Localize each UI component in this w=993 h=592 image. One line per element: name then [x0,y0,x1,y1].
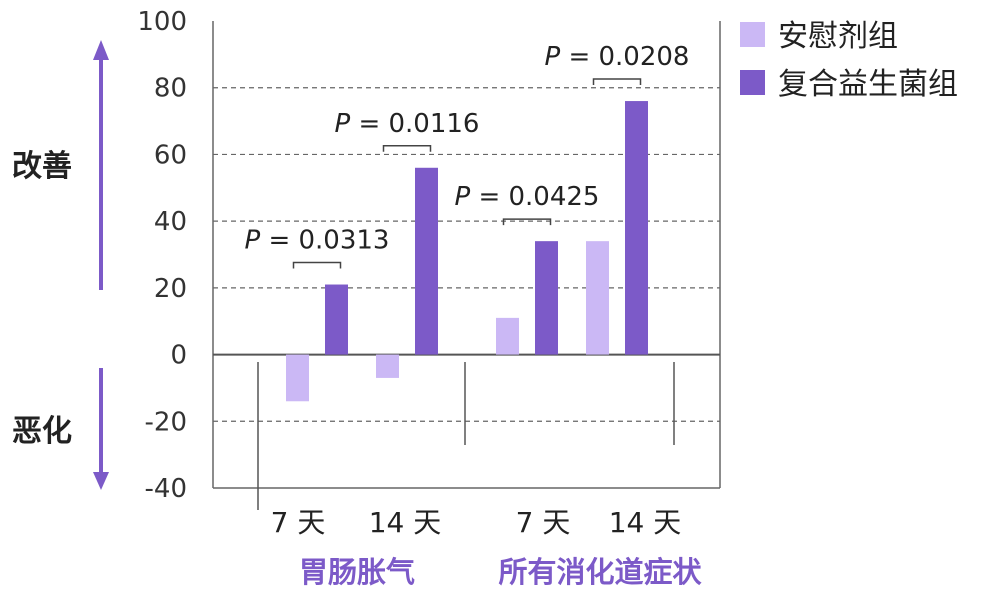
group-separators [257,362,675,510]
p-bracket [382,145,432,152]
y-tick-label: 0 [170,341,187,371]
improve-arrow [93,40,109,290]
x-category-label: 7 天 [271,506,326,539]
p-bracket [292,261,342,269]
bars [286,101,648,402]
p-bracket [592,78,642,86]
y-axis-ticks: 100 80 60 40 20 0 -20 -40 [137,7,187,504]
bar [496,317,519,355]
p-bracket [502,218,552,226]
p-value-label: P = 0.0313 [245,226,390,256]
bar [415,167,438,355]
p-value-label: P = 0.0208 [545,42,690,72]
legend-swatch [740,70,765,95]
y-tick-label: 60 [154,140,187,170]
x-group-label: 胃肠胀气 [299,555,415,589]
y-tick-label: 100 [137,7,187,37]
worsen-label: 恶化 [12,414,72,449]
bar [325,284,348,355]
x-category-labels: 7 天 14 天 7 天 14 天 [271,506,682,539]
bar [376,354,399,378]
legend-swatch [740,22,765,47]
worsen-arrow [93,368,109,490]
bar [286,354,309,402]
x-category-label: 14 天 [609,506,682,539]
y-tick-label: -40 [145,474,187,504]
bar [586,241,609,355]
bar [535,241,558,355]
x-category-label: 14 天 [369,506,442,539]
p-value-label: P = 0.0425 [455,182,600,212]
p-value-annotations: P = 0.0313 P = 0.0116 P = 0.0425 P = 0.0208 [245,42,690,269]
x-group-labels: 胃肠胀气 所有消化道症状 [299,555,703,589]
bar [625,101,648,355]
p-value-label: P = 0.0116 [335,109,480,139]
y-tick-label: 40 [154,207,187,237]
y-tick-label: -20 [145,407,187,437]
y-tick-label: 20 [154,274,187,304]
y-tick-label: 80 [154,74,187,104]
legend-label: 复合益生菌组 [778,67,958,102]
grid-lines [213,87,720,422]
improve-label: 改善 [12,149,72,184]
x-group-label: 所有消化道症状 [498,555,702,589]
legend-label: 安慰剂组 [778,19,898,54]
x-category-label: 7 天 [516,506,571,539]
